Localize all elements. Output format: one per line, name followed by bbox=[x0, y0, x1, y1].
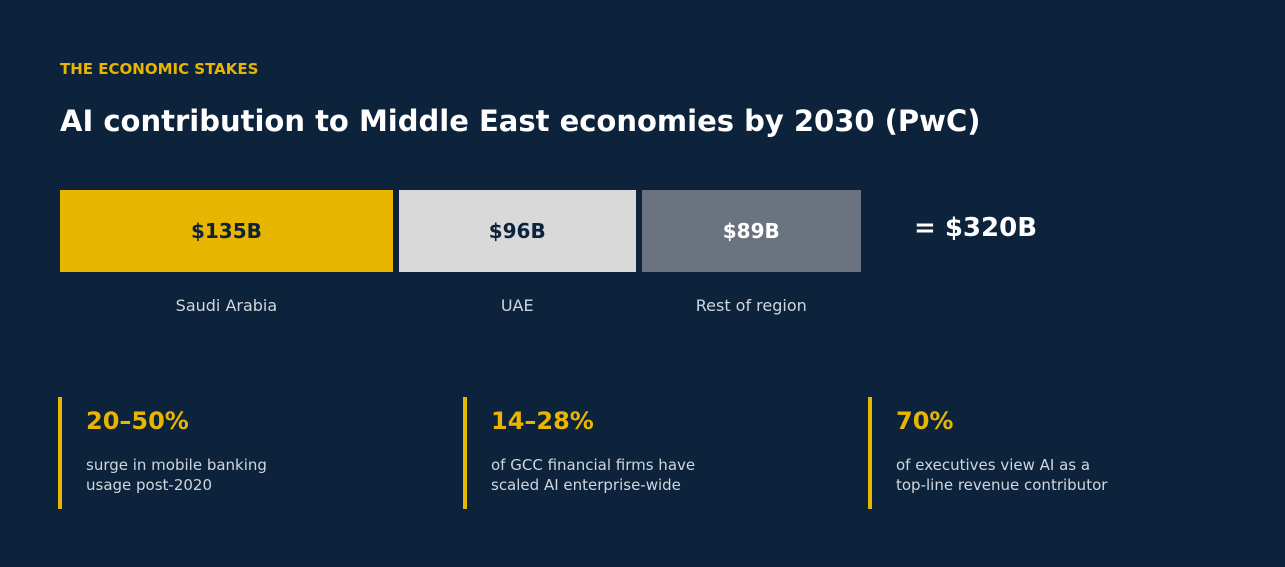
segment-name: Saudi Arabia bbox=[175, 296, 278, 315]
title: AI contribution to Middle East economies… bbox=[60, 104, 981, 138]
value-label: $96B bbox=[488, 219, 546, 243]
eyebrow: THE ECONOMIC STAKES bbox=[60, 60, 259, 78]
stat-value: 14–28% bbox=[491, 407, 594, 435]
bar-segment: $89B bbox=[641, 190, 861, 272]
value-label: $89B bbox=[722, 219, 780, 243]
stat-value: 20–50% bbox=[86, 407, 189, 435]
stat-description: of executives view AI as a top-line reve… bbox=[896, 456, 1108, 494]
stat-value: 70% bbox=[896, 407, 954, 435]
stat-card: 14–28% of GCC financial firms have scaled… bbox=[463, 397, 821, 509]
value-label: $135B bbox=[190, 219, 262, 243]
segment-name: Rest of region bbox=[695, 296, 807, 315]
bar-segment: $135B bbox=[60, 190, 393, 272]
segment-name: UAE bbox=[500, 296, 534, 315]
stat-card: 20–50% surge in mobile banking usage post… bbox=[58, 397, 416, 509]
stat-description: of GCC financial firms have scaled AI en… bbox=[491, 456, 696, 494]
stat-description: surge in mobile banking usage post-2020 bbox=[86, 456, 267, 494]
bar-segment: $96B bbox=[398, 190, 636, 272]
total-label: = $320B bbox=[914, 213, 1038, 243]
stat-card: 70% of executives view AI as a top-line r… bbox=[868, 397, 1226, 509]
